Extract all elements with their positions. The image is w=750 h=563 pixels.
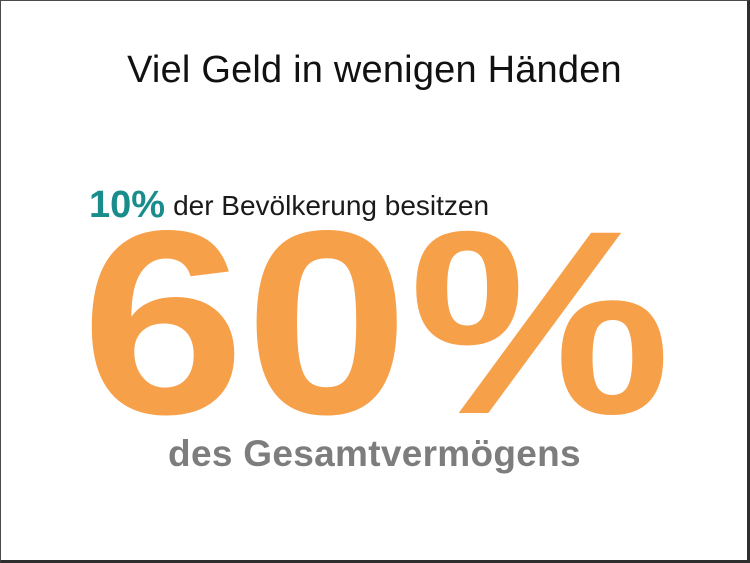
big-percentage-graphic: 60%: [81, 176, 671, 469]
slide-title: Viel Geld in wenigen Händen: [127, 49, 622, 91]
lead-text: der Bevölkerung besitzen: [173, 190, 490, 221]
lead-line: 10% der Bevölkerung besitzen: [89, 184, 489, 227]
lead-percent: 10%: [89, 184, 166, 226]
big-percentage-value: 60%: [81, 176, 671, 469]
sub-text: des Gesamtvermögens: [168, 433, 581, 474]
